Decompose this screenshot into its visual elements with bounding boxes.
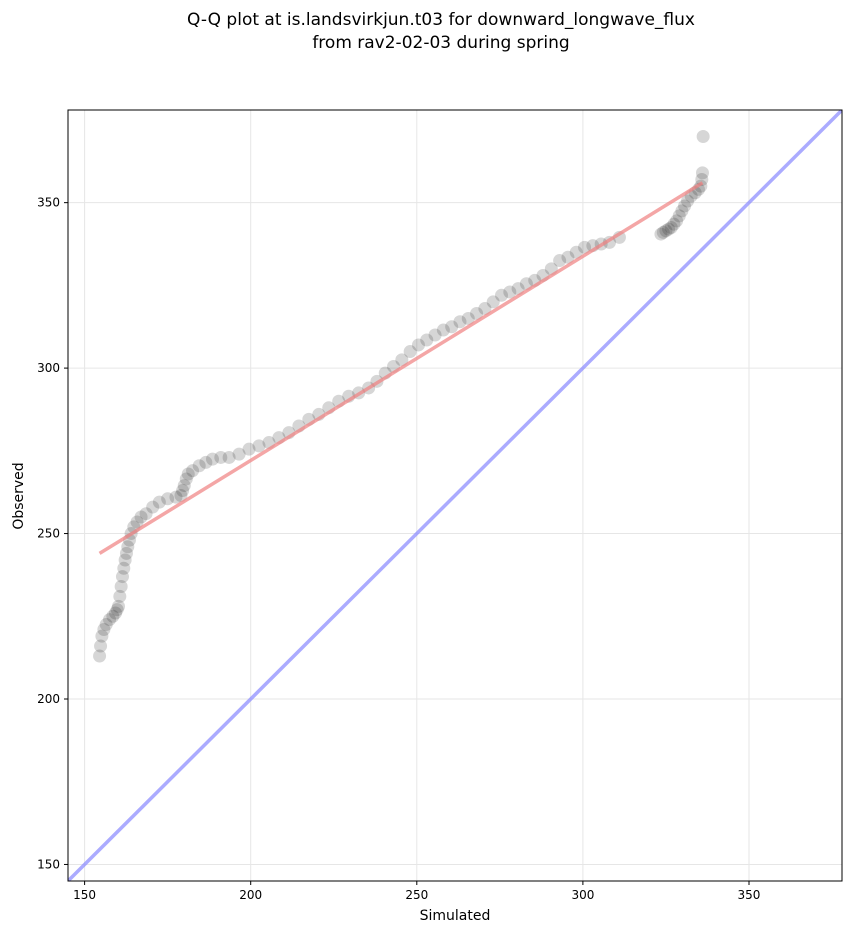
data-point [106, 609, 120, 623]
y-tick-label-350: 350 [37, 196, 60, 210]
data-point [478, 302, 492, 316]
data-point [675, 204, 689, 218]
data-point [206, 452, 220, 466]
x-tick-label-150: 150 [73, 888, 96, 902]
data-point [130, 515, 144, 529]
data-point [656, 225, 670, 239]
data-point [654, 227, 668, 241]
y-axis-label: Observed [11, 462, 27, 529]
data-point [659, 224, 673, 238]
data-point [174, 489, 188, 502]
y-tick-label-300: 300 [37, 361, 60, 375]
data-point [672, 209, 686, 223]
data-point [461, 311, 475, 325]
data-point [103, 613, 117, 627]
data-point [146, 500, 160, 514]
data-point [403, 345, 417, 359]
data-point [232, 447, 246, 461]
data-point [94, 639, 108, 653]
data-point [242, 442, 256, 456]
chart-title-line-2: from rav2-02-03 during spring [312, 33, 569, 53]
data-point [114, 579, 128, 593]
data-point [192, 459, 206, 473]
data-points [93, 129, 710, 663]
grid-lines [68, 110, 842, 881]
data-point [95, 629, 109, 643]
data-point [161, 492, 175, 506]
data-point [503, 285, 517, 299]
data-point [214, 450, 228, 464]
data-point [99, 618, 113, 632]
data-point [139, 507, 153, 521]
fit-line-group [98, 181, 704, 555]
x-tick-label-350: 350 [738, 888, 761, 902]
y-tick-label-200: 200 [37, 692, 60, 706]
x-tick-label-200: 200 [239, 888, 262, 902]
data-point [252, 439, 266, 453]
data-point [511, 282, 525, 296]
data-point [411, 338, 425, 352]
plot-frame [67, 109, 843, 882]
y-axis-ticks: 150 200 250 300 350 [37, 196, 68, 871]
data-point [569, 245, 583, 259]
data-point [118, 553, 132, 567]
data-point [662, 222, 676, 236]
data-point [97, 623, 111, 637]
x-tick-label-250: 250 [405, 888, 428, 902]
data-point [177, 479, 191, 493]
data-point [695, 172, 709, 186]
data-point [667, 217, 681, 231]
fit-line [98, 181, 704, 555]
data-point [152, 495, 166, 509]
data-point [109, 606, 123, 620]
data-point [470, 307, 484, 321]
data-point [445, 320, 459, 334]
data-point [117, 561, 131, 575]
data-point [495, 288, 509, 302]
data-point [121, 540, 135, 554]
data-point [119, 546, 133, 560]
data-point [115, 570, 129, 584]
data-point [436, 323, 450, 337]
data-point [169, 490, 183, 504]
data-point [93, 649, 107, 663]
data-point [420, 333, 434, 347]
x-axis-ticks: 150 200 250 300 350 [73, 881, 760, 902]
data-point [111, 599, 125, 613]
data-point [181, 467, 195, 481]
data-point [578, 240, 592, 254]
data-point [395, 353, 409, 367]
x-tick-label-300: 300 [571, 888, 594, 902]
data-point [486, 295, 500, 309]
data-point [681, 194, 695, 208]
data-point [134, 510, 148, 524]
x-axis-label: Simulated [420, 908, 491, 924]
data-point [695, 166, 709, 180]
data-point [453, 315, 467, 329]
data-point [696, 129, 710, 143]
data-point [113, 589, 127, 603]
identity-line [68, 110, 842, 881]
data-point [694, 179, 708, 193]
chart-title-line-1: Q-Q plot at is.landsvirkjun.t03 for down… [187, 10, 695, 30]
data-point [110, 603, 124, 617]
data-point [179, 472, 193, 486]
identity-line-group [68, 110, 842, 881]
data-point [176, 484, 190, 498]
y-tick-label-150: 150 [37, 857, 60, 871]
data-point [553, 254, 567, 268]
data-point [222, 450, 236, 464]
data-point [664, 220, 678, 234]
data-point [561, 250, 575, 264]
data-point [199, 455, 213, 469]
data-point [670, 214, 684, 228]
data-point [186, 464, 200, 478]
data-point [428, 328, 442, 342]
data-point [678, 199, 692, 213]
y-tick-label-250: 250 [37, 527, 60, 541]
